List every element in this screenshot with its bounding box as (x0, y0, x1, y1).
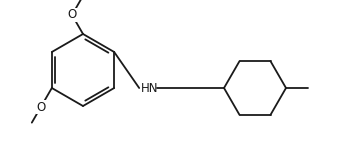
Text: O: O (36, 101, 45, 114)
Text: O: O (67, 8, 76, 21)
Text: HN: HN (141, 82, 159, 95)
